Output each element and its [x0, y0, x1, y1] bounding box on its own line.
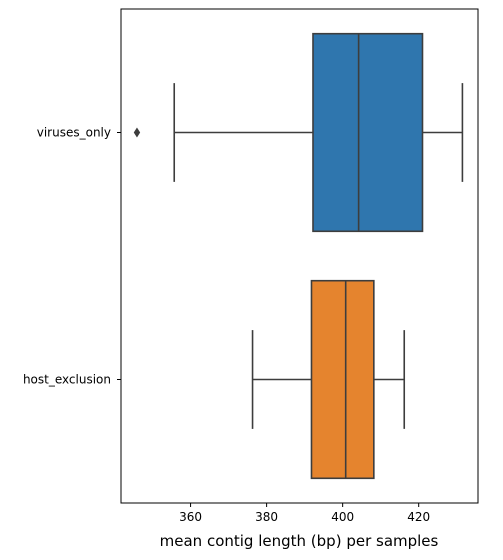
plot-frame: [120, 8, 479, 504]
y-axis-categories: viruses_only host_exclusion: [23, 126, 121, 387]
y-category-label: host_exclusion: [23, 373, 111, 387]
boxes: [133, 32, 464, 480]
x-tick-label: 420: [407, 510, 430, 524]
box-group: [251, 279, 406, 480]
y-category-label: viruses_only: [37, 126, 111, 140]
box-iqr: [310, 279, 375, 480]
x-tick-label: 380: [255, 510, 278, 524]
x-tick-label: 360: [179, 510, 202, 524]
box-iqr: [312, 32, 424, 233]
x-axis-ticks: 360 380 400 420: [179, 503, 430, 524]
x-tick-label: 400: [331, 510, 354, 524]
outlier-point: [133, 127, 141, 138]
x-axis-title: mean contig length (bp) per samples: [160, 532, 439, 550]
box-group: [133, 32, 464, 233]
